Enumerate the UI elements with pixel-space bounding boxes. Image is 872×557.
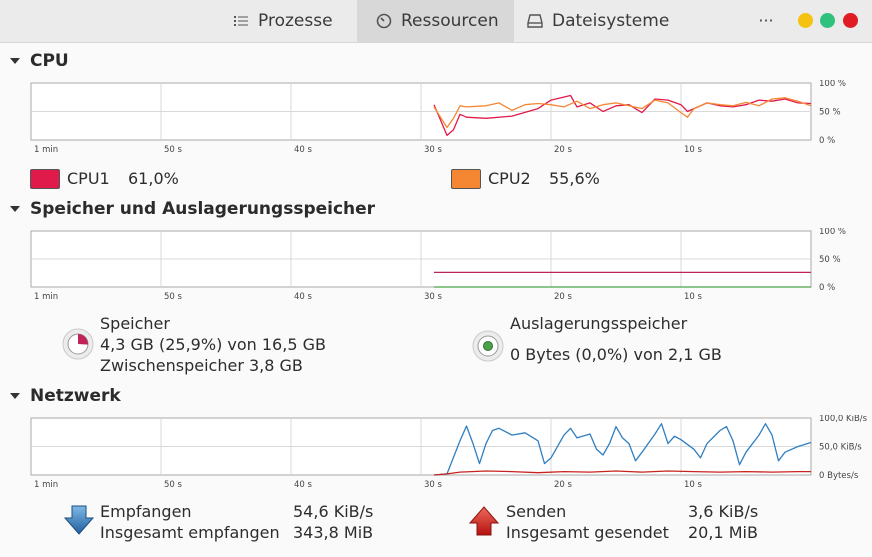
section-title: Netzwerk	[30, 386, 121, 406]
tab-prozesse[interactable]: Prozesse	[228, 0, 344, 42]
y-tick-label: 0 %	[819, 136, 835, 146]
send-label: Senden	[506, 502, 567, 521]
list-icon	[232, 12, 250, 30]
cpu2-value: 55,6%	[549, 169, 600, 188]
x-tick-label: 50 s	[164, 145, 183, 155]
x-tick-label: 40 s	[294, 292, 313, 302]
minimize-button[interactable]	[798, 13, 813, 28]
expander-arrow-icon	[10, 206, 20, 212]
cpu-chart: 100 % 50 % 0 % 1 min 50 s 40 s 30 s 20 s 10 s	[30, 80, 846, 155]
x-tick-label: 40 s	[294, 145, 313, 155]
x-tick-label: 1 min	[34, 145, 58, 155]
tab-ressourcen[interactable]: Ressourcen	[357, 0, 514, 42]
swap-label: Auslagerungsspeicher	[510, 314, 688, 333]
x-tick-label: 1 min	[34, 480, 58, 490]
send-rate: 3,6 KiB/s	[688, 502, 759, 521]
send-total-label: Insgesamt gesendet	[506, 523, 669, 542]
y-tick-label: 0 Bytes/s	[819, 471, 859, 481]
x-tick-label: 20 s	[554, 292, 573, 302]
tab-label: Prozesse	[258, 11, 333, 31]
menu-button[interactable]: ···	[752, 6, 780, 34]
network-chart: 100,0 KiB/s 50,0 KiB/s 0 Bytes/s 1 min 50 s 4…	[30, 415, 868, 490]
x-tick-label: 50 s	[164, 292, 183, 302]
tab-dateisysteme[interactable]: Dateisysteme	[526, 0, 676, 42]
x-tick-label: 10 s	[684, 292, 703, 302]
recv-total-label: Insgesamt empfangen	[100, 523, 280, 542]
recv-total: 343,8 MiB	[293, 523, 374, 542]
tab-label: Ressourcen	[401, 11, 499, 31]
upload-arrow-icon[interactable]	[468, 505, 500, 537]
x-tick-label: 10 s	[684, 145, 703, 155]
recv-label: Empfangen	[100, 502, 192, 521]
y-tick-label: 0 %	[819, 283, 835, 293]
y-tick-label: 50,0 KiB/s	[819, 443, 862, 453]
section-title: Speicher und Auslagerungsspeicher	[30, 199, 376, 219]
expander-arrow-icon	[10, 58, 20, 64]
memory-section-header[interactable]: Speicher und Auslagerungsspeicher	[10, 199, 375, 219]
series-line-cpu1	[433, 94, 812, 137]
x-tick-label: 30 s	[424, 480, 443, 490]
x-tick-label: 1 min	[34, 292, 58, 302]
y-tick-label: 100 %	[819, 228, 846, 237]
cpu2-label: CPU2	[488, 169, 531, 188]
x-tick-label: 30 s	[424, 292, 443, 302]
cpu1-value: 61,0%	[128, 169, 179, 188]
gauge-icon	[375, 12, 393, 30]
memory-chart: 100 % 50 % 0 % 1 min 50 s 40 s 30 s 20 s 10 s	[30, 228, 846, 302]
series-line-senden	[433, 470, 811, 476]
send-total: 20,1 MiB	[688, 523, 758, 542]
x-tick-label: 40 s	[294, 480, 313, 490]
close-button[interactable]	[843, 13, 858, 28]
expander-arrow-icon	[10, 393, 20, 399]
x-tick-label: 10 s	[684, 480, 703, 490]
cpu1-color-swatch[interactable]	[30, 169, 60, 189]
x-tick-label: 50 s	[164, 480, 183, 490]
tab-label: Dateisysteme	[552, 11, 670, 31]
y-tick-label: 100 %	[819, 80, 846, 89]
y-tick-label: 50 %	[819, 255, 841, 265]
swap-usage: 0 Bytes (0,0%) von 2,1 GB	[510, 345, 722, 364]
x-tick-label: 30 s	[424, 145, 443, 155]
menu-dots-icon: ···	[758, 10, 774, 30]
memory-pie-icon[interactable]	[62, 328, 94, 360]
x-tick-label: 20 s	[554, 480, 573, 490]
drive-icon	[526, 12, 544, 30]
memory-cache: Zwischenspeicher 3,8 GB	[100, 356, 303, 375]
memory-label: Speicher	[100, 314, 170, 333]
swap-pie-icon[interactable]	[472, 330, 504, 362]
cpu2-color-swatch[interactable]	[451, 169, 481, 189]
memory-usage: 4,3 GB (25,9%) von 16,5 GB	[100, 335, 326, 354]
section-title: CPU	[30, 51, 69, 71]
network-section-header[interactable]: Netzwerk	[10, 386, 121, 406]
header-bar: Prozesse Ressourcen Dateisysteme ···	[0, 0, 872, 43]
y-tick-label: 50 %	[819, 108, 841, 118]
x-tick-label: 20 s	[554, 145, 573, 155]
series-line-empfangen	[433, 423, 812, 476]
cpu-section-header[interactable]: CPU	[10, 51, 69, 71]
recv-rate: 54,6 KiB/s	[293, 502, 374, 521]
download-arrow-icon[interactable]	[63, 504, 95, 536]
y-tick-label: 100,0 KiB/s	[819, 415, 868, 424]
cpu1-label: CPU1	[67, 169, 110, 188]
maximize-button[interactable]	[820, 13, 835, 28]
series-line-cpu2	[433, 97, 812, 129]
